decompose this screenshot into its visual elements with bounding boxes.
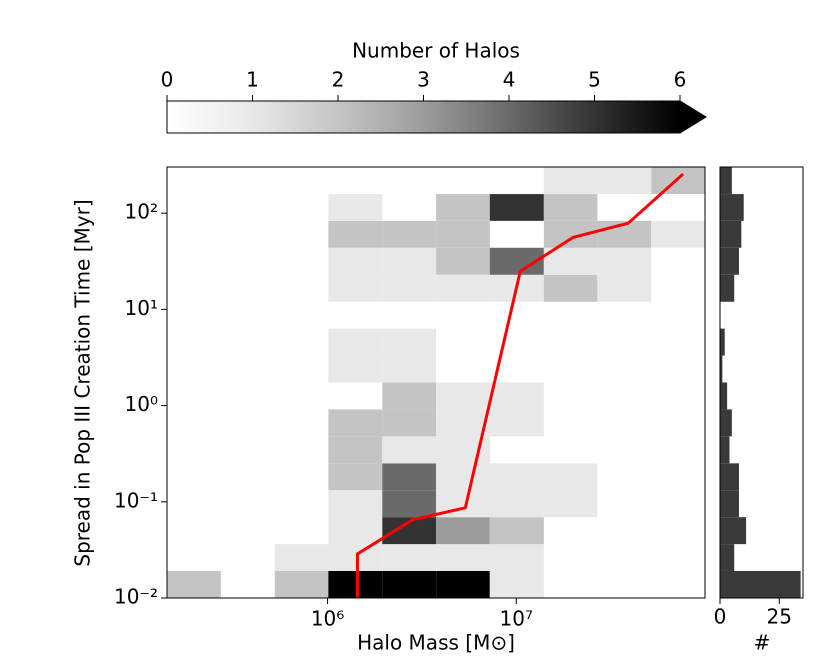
side-bar — [720, 517, 747, 545]
hist-cell — [328, 194, 383, 221]
hist-cell — [328, 517, 383, 545]
hist-cell — [436, 220, 490, 248]
hist-cell — [651, 167, 705, 195]
hist-cell — [489, 490, 544, 518]
hist-cell — [489, 544, 544, 571]
hist-cell — [328, 355, 383, 383]
hist-cell — [167, 570, 221, 598]
hist-cell — [651, 220, 705, 248]
colorbar-tick-label: 1 — [246, 68, 259, 92]
hist-cell — [489, 409, 544, 437]
hist-cell — [597, 274, 652, 302]
hist-cell — [328, 328, 383, 356]
hist-cell — [489, 517, 544, 545]
hist-cell — [274, 570, 329, 598]
x-tick-label: 10⁷ — [500, 607, 533, 631]
hist-cell — [328, 570, 383, 598]
side-x-axis-label: # — [754, 631, 771, 655]
hist-cell — [597, 167, 652, 195]
hist-cell — [597, 247, 652, 275]
colorbar — [167, 101, 680, 133]
hist-cell — [436, 517, 490, 545]
y-tick-label: 10² — [125, 200, 158, 224]
side-bar — [720, 274, 735, 302]
colorbar-tick-label: 0 — [161, 68, 174, 92]
colorbar-tick-label: 3 — [417, 68, 430, 92]
side-bar — [720, 355, 723, 383]
hist-cell — [382, 355, 437, 383]
hist-cell — [543, 463, 598, 491]
hist-cell — [382, 382, 437, 410]
colorbar-tick-label: 2 — [332, 68, 345, 92]
y-tick-label: 10⁻¹ — [114, 488, 158, 512]
plot-frame — [166, 166, 706, 599]
hist-cell — [382, 274, 437, 302]
side-bar — [720, 247, 739, 275]
colorbar-extend — [680, 101, 706, 133]
hist-cell — [436, 544, 490, 571]
hist-cell — [436, 382, 490, 410]
hist-cell — [328, 490, 383, 518]
hist-cell — [328, 247, 383, 275]
side-bar — [720, 167, 732, 195]
hist-cell — [328, 220, 383, 248]
hist-cell — [328, 544, 383, 571]
side-x-tick-label: 25 — [767, 605, 792, 629]
hist-cell — [436, 194, 490, 221]
side-bar — [720, 436, 730, 464]
hist-cell — [328, 409, 383, 437]
side-bar — [720, 409, 732, 437]
hist-cell — [382, 220, 437, 248]
side-bar — [720, 570, 801, 598]
hist-cell — [436, 409, 490, 437]
hist-cell — [489, 463, 544, 491]
hist-cell — [489, 194, 544, 221]
median-line — [355, 172, 685, 598]
colorbar-tick-label: 5 — [588, 68, 601, 92]
side-x-tick-label: 0 — [714, 605, 727, 629]
hist-cell — [328, 436, 383, 464]
side-frame — [719, 166, 804, 599]
hist-cell — [274, 544, 329, 571]
side-bar — [720, 490, 739, 518]
hist-cell — [543, 194, 598, 221]
y-tick-label: 10⁰ — [125, 392, 158, 416]
hist-cell — [382, 247, 437, 275]
side-bar — [720, 220, 742, 248]
colorbar-tick-label: 4 — [503, 68, 516, 92]
hist-cell — [436, 463, 490, 491]
hist-cell — [436, 570, 490, 598]
hist-cell — [436, 247, 490, 275]
hist-cell — [382, 328, 437, 356]
hist-cell — [543, 490, 598, 518]
hist-cell — [382, 570, 437, 598]
y-tick-label: 10¹ — [125, 296, 158, 320]
side-bar — [720, 463, 739, 491]
hist-cell — [382, 490, 437, 518]
colorbar-tick-label: 6 — [674, 68, 687, 92]
y-tick-label: 10⁻² — [114, 585, 158, 609]
hist-cell — [436, 274, 490, 302]
y-axis-label: Spread in Pop III Creation Time [Myr] — [71, 199, 95, 566]
hist-cell — [489, 382, 544, 410]
hist-cell — [382, 409, 437, 437]
hist-cell — [382, 436, 437, 464]
hist-cell — [382, 544, 437, 571]
hist-cell — [382, 463, 437, 491]
side-bar — [720, 382, 728, 410]
hist-cell — [328, 463, 383, 491]
x-tick-label: 10⁶ — [311, 607, 344, 631]
x-axis-label: Halo Mass [M⊙] — [357, 631, 515, 655]
side-bar — [720, 328, 725, 356]
hist-cell — [328, 274, 383, 302]
side-bar — [720, 544, 735, 571]
hist-cell — [489, 570, 544, 598]
colorbar-label: Number of Halos — [352, 39, 520, 63]
hist-cell — [543, 167, 598, 195]
hist-cell — [543, 274, 598, 302]
side-bar — [720, 194, 744, 221]
hist-cell — [543, 247, 598, 275]
